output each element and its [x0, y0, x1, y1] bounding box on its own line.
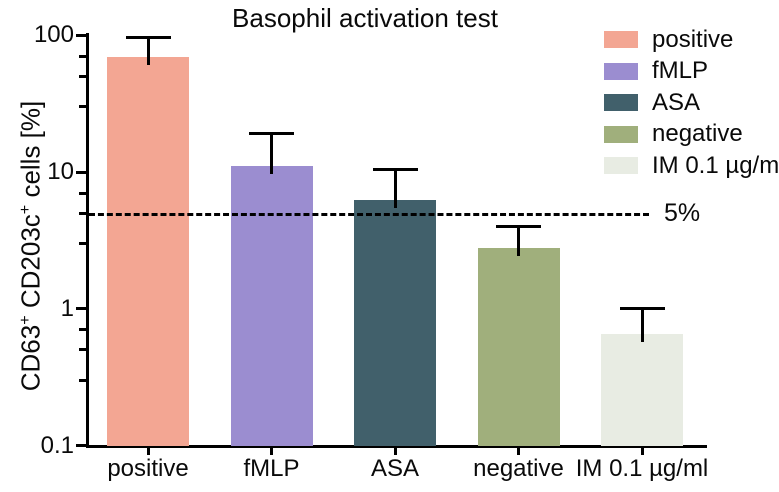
ylabel-text: CD63 [15, 324, 46, 392]
y-tick-label: 100 [33, 21, 74, 49]
error-bar-cap-fmlp [249, 132, 294, 136]
x-tick-label-positive: positive [107, 455, 189, 482]
y-major-tick [76, 170, 87, 174]
bar-fmlp [230, 166, 313, 446]
y-tick-label: 1 [60, 294, 74, 322]
y-tick-label: 0.1 [40, 431, 74, 459]
x-axis-line [86, 445, 707, 448]
legend-swatch-asa [604, 94, 638, 112]
ylabel-superscript: + [16, 204, 34, 215]
legend-item-positive: positive [604, 26, 733, 52]
legend-swatch-positive [604, 31, 638, 48]
y-minor-tick [79, 211, 87, 215]
legend-swatch-im-0-1-g-ml [604, 157, 638, 175]
y-major-tick [76, 33, 87, 37]
legend-label: ASA [652, 88, 701, 116]
legend-item-negative: negative [604, 121, 743, 147]
error-bar-cap-negative [496, 224, 541, 228]
y-minor-tick [79, 378, 87, 382]
y-major-tick [76, 444, 87, 447]
x-tick-label-asa: ASA [370, 455, 420, 482]
chart-title: Basophil activation test [232, 3, 498, 33]
bar-asa [354, 199, 436, 446]
x-tick-asa [393, 446, 397, 455]
reference-line-5-percent [89, 213, 649, 216]
bar-positive [107, 56, 189, 446]
ylabel-text: cells [%] [15, 100, 46, 205]
reference-line-label: 5% [664, 199, 701, 227]
x-tick-im-0-1-g-ml [640, 446, 644, 455]
error-bar-stem-fmlp [270, 133, 273, 175]
bar-negative [477, 247, 560, 446]
y-minor-tick [79, 105, 87, 109]
y-minor-tick [79, 55, 87, 59]
x-tick-negative [517, 446, 520, 455]
y-minor-tick [79, 328, 87, 332]
legend-swatch-fmlp [604, 62, 638, 80]
x-tick-label-negative: negative [473, 455, 564, 482]
x-tick-fmlp [270, 446, 273, 455]
x-tick-positive [146, 446, 150, 455]
error-bar-cap-im-0-1-g-ml [619, 307, 665, 311]
x-tick-label-fmlp: fMLP [243, 455, 300, 482]
error-bar-cap-asa [372, 167, 418, 171]
y-minor-tick [79, 348, 87, 352]
error-bar-stem-negative [517, 226, 520, 256]
error-bar-stem-asa [393, 169, 397, 208]
legend-label: fMLP [652, 57, 709, 85]
error-bar-stem-im-0-1-g-ml [640, 308, 644, 343]
y-major-tick [76, 307, 87, 311]
legend-item-fmlp: fMLP [604, 58, 708, 84]
error-bar-cap-positive [125, 35, 171, 39]
legend-label: IM 0.1 µg/ml [652, 151, 779, 179]
y-minor-tick [79, 75, 87, 79]
legend-label: negative [652, 120, 743, 148]
bar-im-0-1-g-ml [601, 334, 683, 446]
error-bar-stem-positive [146, 37, 150, 65]
y-axis-label: CD63+ CD203c+ cells [%] [9, 76, 46, 416]
x-tick-label-im-0-1-g-ml: IM 0.1 µg/ml [575, 455, 709, 482]
legend-label: positive [652, 25, 734, 53]
legend-swatch-negative [604, 125, 638, 143]
y-axis-line [86, 33, 89, 448]
legend-item-asa: ASA [604, 89, 700, 115]
y-tick-label: 10 [47, 158, 74, 186]
y-minor-tick [79, 242, 87, 246]
legend-item-im-0-1-g-ml: IM 0.1 µg/ml [604, 152, 779, 178]
y-minor-tick [79, 191, 87, 195]
